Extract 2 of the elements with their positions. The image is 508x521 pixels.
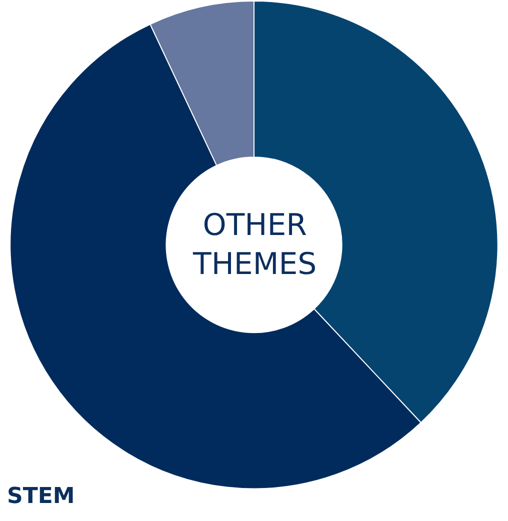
text: OTHER THEMES: [192, 208, 317, 282]
text: STEM: [7, 484, 75, 509]
